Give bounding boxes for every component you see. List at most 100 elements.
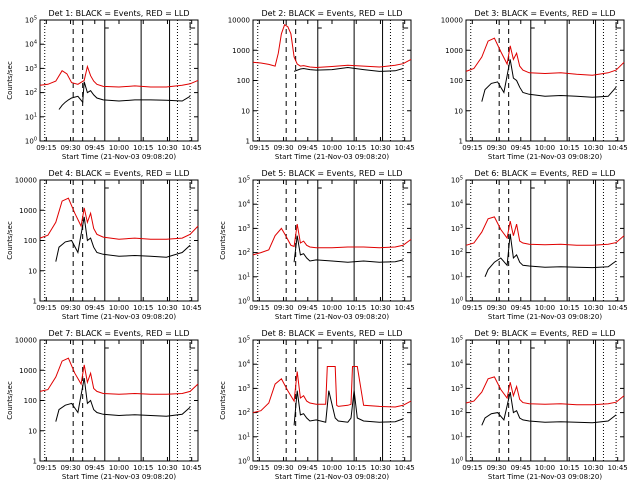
y-axis-label: Counts/sec [219,221,227,260]
y-tick-label: 1 [459,138,463,146]
x-tick-label: 10:30 [370,464,390,472]
x-tick-label: 10:30 [583,464,603,472]
y-tick-label: 10 [454,107,463,115]
x-tick-label: 09:45 [511,304,531,312]
chart-title: Det 2: BLACK = Events, RED = LLD [262,9,403,18]
x-tick-label: 10:00 [109,464,129,472]
x-tick-label: 10:30 [157,304,177,312]
marker-flag [615,22,622,29]
series-events-line [481,59,617,102]
plot-frame [252,19,412,142]
series-events-line [293,235,404,263]
series-lld-line [465,376,625,406]
y-tick-label: 103 [451,384,463,393]
x-tick-label: 10:15 [559,464,579,472]
y-tick-label: 10 [28,427,37,435]
x-tick-label: 10:45 [608,144,628,152]
x-tick-label: 09:15 [462,464,482,472]
series-lld-line [465,216,625,246]
chart-title: Det 9: BLACK = Events, RED = LLD [475,329,616,338]
y-tick-label: 100 [24,397,37,405]
y-tick-label: 10000 [15,337,37,345]
series-events-line [484,233,617,277]
y-tick-label: 1000 [232,47,250,55]
x-tick-label: 09:45 [298,464,318,472]
x-tick-label: 10:00 [322,464,342,472]
y-tick-label: 101 [238,432,250,441]
y-tick-label: 100 [238,457,250,466]
x-tick-label: 10:30 [583,304,603,312]
x-axis-label: Start Time (21-Nov-03 09:08:20) [488,153,602,161]
x-tick-label: 09:30 [60,464,80,472]
x-tick-label: 09:15 [36,304,56,312]
y-tick-label: 10 [28,267,37,275]
y-tick-label: 101 [25,112,37,121]
y-tick-label: 102 [238,408,250,417]
chart-title: Det 8: BLACK = Events, RED = LLD [262,329,403,338]
plot-frame [465,179,625,302]
y-tick-label: 10000 [441,17,463,25]
x-tick-label: 10:00 [322,144,342,152]
y-tick-label: 101 [451,432,463,441]
chart-det-8: Det 8: BLACK = Events, RED = LLD 100 101 10… [219,329,415,480]
y-tick-label: 1 [33,298,37,306]
chart-det-6: Det 6: BLACK = Events, RED = LLD 100 101 10… [451,169,628,321]
y-axis-label: Counts/sec [219,381,227,420]
series-lld-line [39,64,199,88]
x-tick-label: 09:15 [249,464,269,472]
x-tick-label: 10:45 [182,144,202,152]
y-tick-label: 104 [25,40,37,49]
chart-det-4: Det 4: BLACK = Events, RED = LLD 1 10 100 10… [6,169,202,321]
x-axis-label: Start Time (21-Nov-03 09:08:20) [62,313,176,321]
x-tick-label: 10:45 [395,144,415,152]
x-tick-label: 09:45 [298,304,318,312]
x-tick-label: 09:30 [273,144,293,152]
y-tick-label: 104 [238,200,250,209]
x-tick-label: 10:15 [559,144,579,152]
y-tick-label: 1000 [445,47,463,55]
chart-det-7: Det 7: BLACK = Events, RED = LLD 1 10 100 10… [6,329,202,480]
x-tick-label: 10:00 [535,304,555,312]
x-tick-label: 10:30 [157,464,177,472]
x-tick-label: 09:45 [85,304,105,312]
y-tick-label: 103 [25,64,37,73]
x-tick-label: 10:45 [608,304,628,312]
y-tick-label: 105 [238,176,250,185]
x-tick-label: 10:45 [395,464,415,472]
y-tick-label: 104 [451,200,463,209]
y-tick-label: 1000 [19,207,37,215]
marker-flag [189,182,196,189]
x-tick-label: 10:30 [583,144,603,152]
x-tick-label: 09:15 [462,144,482,152]
y-tick-label: 1 [33,458,37,466]
y-tick-label: 102 [451,408,463,417]
y-tick-label: 104 [451,360,463,369]
y-tick-label: 100 [450,77,463,85]
x-tick-label: 10:45 [182,464,202,472]
x-tick-label: 09:15 [462,304,482,312]
y-tick-label: 10000 [15,177,37,185]
series-events-line [58,81,191,110]
y-tick-label: 102 [451,248,463,257]
x-tick-label: 09:30 [60,304,80,312]
chart-title: Det 1: BLACK = Events, RED = LLD [49,9,190,18]
y-axis-label: Counts/sec [6,61,14,100]
chart-title: Det 3: BLACK = Events, RED = LLD [475,9,616,18]
y-tick-label: 103 [238,384,250,393]
series-lld-line [39,197,199,240]
x-tick-label: 10:00 [109,304,129,312]
y-axis-label: Counts/sec [6,221,14,260]
y-tick-label: 103 [451,224,463,233]
y-tick-label: 103 [238,224,250,233]
x-tick-label: 09:15 [249,144,269,152]
x-axis-label: Start Time (21-Nov-03 09:08:20) [62,153,176,161]
x-tick-label: 09:15 [36,144,56,152]
x-axis-label: Start Time (21-Nov-03 09:08:20) [275,473,389,480]
x-tick-label: 09:30 [486,144,506,152]
y-tick-label: 101 [238,272,250,281]
x-tick-label: 09:45 [511,144,531,152]
y-tick-label: 100 [237,77,250,85]
y-tick-label: 105 [25,16,37,25]
x-tick-label: 10:15 [346,304,366,312]
marker-flag [615,182,622,189]
